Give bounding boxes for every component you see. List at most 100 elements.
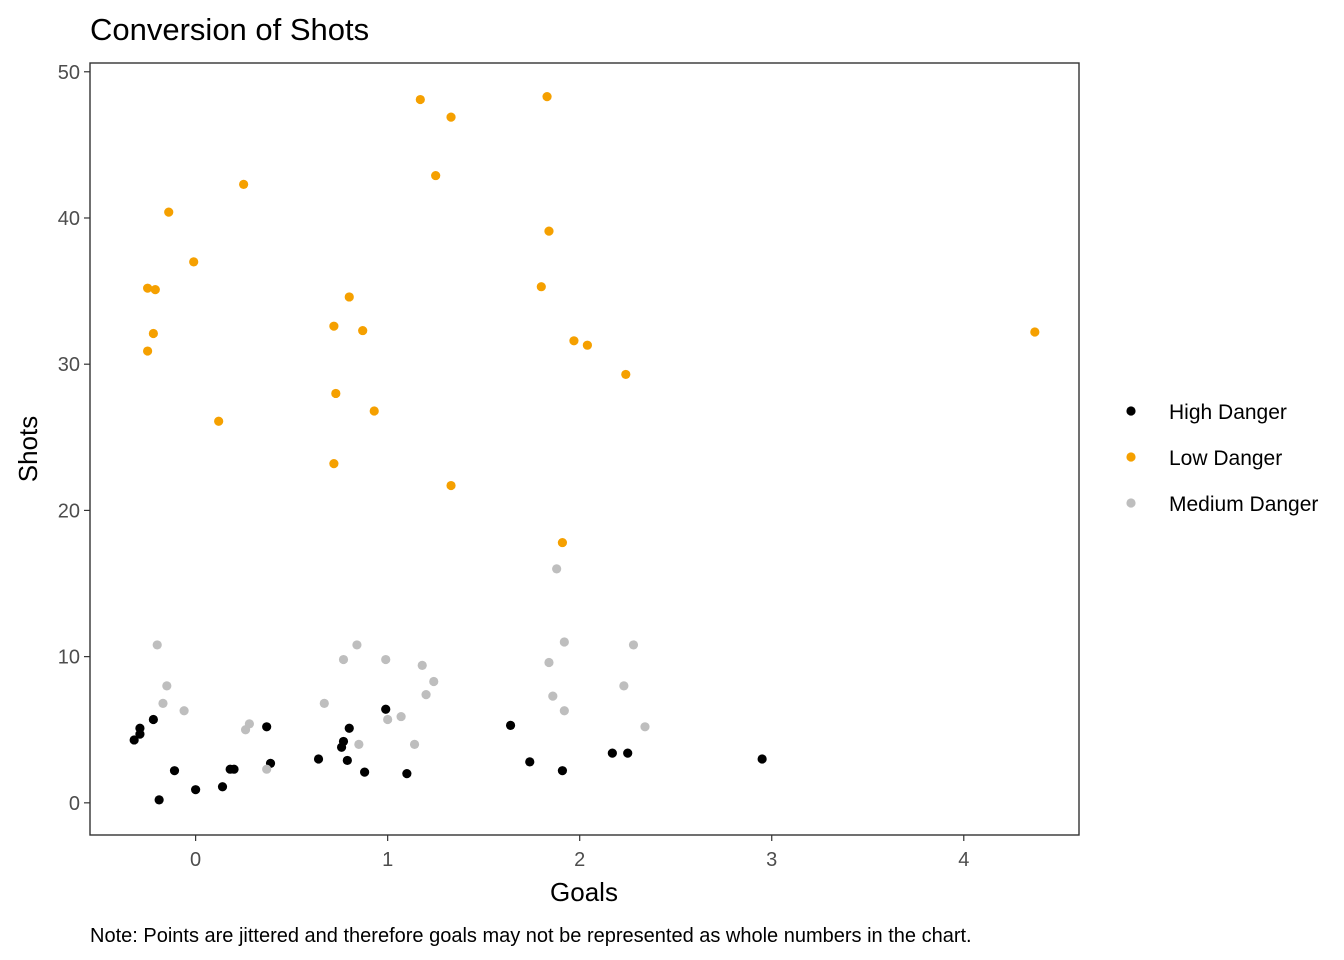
point-low-danger — [329, 321, 339, 331]
point-high-danger — [757, 754, 767, 764]
point-medium-danger — [628, 640, 639, 650]
point-low-danger — [446, 112, 456, 122]
point-high-danger — [129, 735, 139, 745]
point-medium-danger — [381, 654, 391, 665]
y-axis: 0 10 20 30 40 50 — [58, 62, 90, 815]
point-low-danger — [143, 283, 153, 293]
y-tick-label: 10 — [58, 647, 80, 669]
point-low-danger — [164, 207, 174, 217]
point-low-danger — [446, 480, 456, 491]
y-tick-label: 20 — [58, 500, 80, 522]
point-medium-danger — [548, 691, 558, 701]
legend-label-medium-danger: Medium Danger — [1169, 493, 1318, 516]
point-medium-danger — [352, 640, 362, 650]
point-medium-danger — [338, 654, 349, 665]
point-medium-danger — [559, 637, 569, 647]
point-medium-danger — [383, 714, 393, 725]
point-high-danger — [344, 723, 354, 733]
point-medium-danger — [417, 660, 427, 670]
y-tick-label: 0 — [69, 793, 80, 815]
point-medium-danger — [429, 676, 439, 687]
point-high-danger — [191, 785, 201, 795]
plot-points — [129, 92, 1040, 805]
point-low-danger — [189, 257, 199, 267]
point-low-danger — [621, 369, 631, 380]
point-low-danger — [239, 179, 249, 189]
point-high-danger — [557, 766, 568, 776]
legend-label-low-danger: Low Danger — [1169, 447, 1282, 470]
point-medium-danger — [409, 739, 420, 749]
point-medium-danger — [158, 698, 168, 709]
x-tick-label: 2 — [574, 849, 585, 871]
point-high-danger — [505, 720, 516, 730]
chart-caption: Note: Points are jittered and therefore … — [90, 925, 972, 947]
point-medium-danger — [552, 564, 562, 574]
point-low-danger — [344, 292, 354, 302]
point-medium-danger — [421, 690, 431, 700]
point-high-danger — [607, 748, 617, 758]
x-tick-label: 1 — [382, 849, 393, 871]
point-low-danger — [557, 537, 568, 548]
point-low-danger — [569, 336, 579, 346]
plot-panel-border — [89, 62, 1080, 836]
x-tick-label: 4 — [958, 849, 969, 871]
series-high-danger — [129, 704, 767, 805]
point-high-danger — [262, 722, 272, 732]
point-low-danger — [536, 282, 546, 292]
point-high-danger — [381, 704, 391, 714]
point-high-danger — [135, 723, 145, 733]
point-low-danger — [358, 325, 368, 336]
point-high-danger — [338, 736, 349, 747]
legend-label-high-danger: High Danger — [1169, 401, 1287, 424]
point-low-danger — [582, 340, 592, 350]
point-medium-danger — [396, 711, 406, 722]
y-tick-label: 30 — [58, 354, 80, 376]
point-high-danger — [402, 768, 412, 779]
point-low-danger — [369, 406, 379, 416]
point-low-danger — [1030, 327, 1040, 337]
point-low-danger — [148, 328, 158, 339]
point-high-danger — [623, 748, 633, 758]
point-low-danger — [214, 416, 224, 426]
x-tick-label: 0 — [190, 849, 201, 871]
point-medium-danger — [559, 706, 569, 716]
x-axis: 0 1 2 3 4 — [190, 835, 969, 871]
legend-key-high-danger — [1126, 406, 1136, 416]
point-medium-danger — [262, 764, 272, 774]
point-high-danger — [217, 782, 228, 792]
point-high-danger — [360, 767, 370, 777]
series-low-danger — [143, 92, 1040, 548]
x-axis-title: Goals — [550, 877, 618, 907]
point-medium-danger — [162, 681, 172, 691]
legend-key-medium-danger — [1126, 498, 1136, 508]
point-medium-danger — [354, 739, 364, 749]
chart-title: Conversion of Shots — [90, 12, 369, 47]
point-high-danger — [169, 766, 180, 776]
point-medium-danger — [640, 722, 650, 732]
point-low-danger — [143, 346, 153, 356]
point-low-danger — [329, 459, 339, 469]
point-low-danger — [150, 285, 160, 295]
x-tick-label: 3 — [766, 849, 777, 871]
point-low-danger — [431, 170, 441, 181]
point-low-danger — [331, 388, 341, 399]
point-medium-danger — [244, 719, 254, 729]
series-medium-danger — [152, 564, 650, 774]
point-medium-danger — [152, 640, 162, 650]
point-high-danger — [342, 755, 352, 766]
legend-key-low-danger — [1126, 452, 1136, 462]
legend: High Danger Low Danger Medium Danger — [1126, 401, 1318, 516]
point-low-danger — [415, 94, 425, 105]
point-high-danger — [148, 714, 158, 725]
point-medium-danger — [179, 706, 189, 716]
y-axis-title: Shots — [13, 416, 43, 483]
point-high-danger — [313, 754, 324, 764]
point-high-danger — [154, 795, 164, 805]
y-tick-label: 50 — [58, 62, 80, 84]
point-high-danger — [525, 757, 535, 767]
point-medium-danger — [619, 681, 629, 691]
point-low-danger — [544, 226, 554, 236]
y-tick-label: 40 — [58, 208, 80, 230]
point-low-danger — [542, 92, 552, 102]
